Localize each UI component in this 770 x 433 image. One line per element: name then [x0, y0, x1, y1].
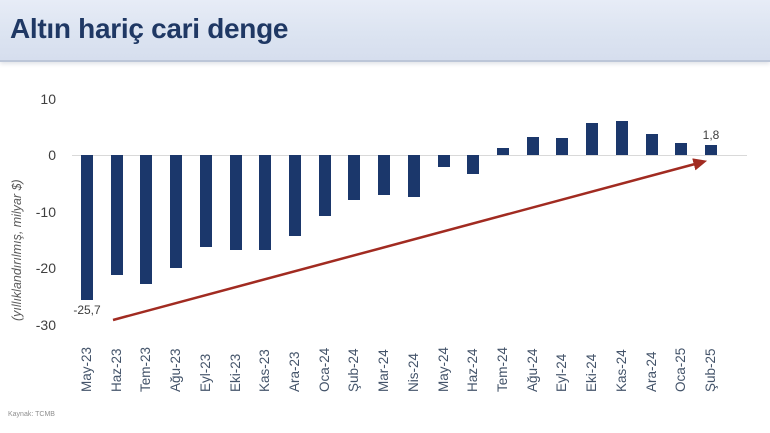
data-label-Şub-25: 1,8 [702, 127, 720, 142]
bar-Eyl-24 [556, 138, 569, 155]
bar-Ara-23 [288, 155, 301, 236]
y-tick-label: 10 [40, 90, 56, 107]
source-note: Kaynak: TCMB [8, 411, 55, 418]
bar-Ara-24 [645, 134, 658, 155]
y-axis-title: (yıllıklandırılmış, milyar $) [10, 179, 24, 321]
x-axis-label: Oca-24 [316, 347, 332, 392]
x-axis-label: Ara-23 [286, 351, 302, 392]
x-axis-label: Eki-24 [584, 353, 600, 392]
bar-Mar-24 [378, 155, 391, 195]
x-axis-label: Ağu-23 [168, 348, 184, 392]
x-axis-label: May-23 [79, 346, 94, 392]
y-tick-label: -10 [35, 203, 56, 220]
bar-Kas-23 [259, 155, 272, 250]
x-axis-label: Ağu-24 [524, 348, 540, 392]
bar-Haz-23 [110, 155, 123, 276]
bar-Kas-24 [615, 121, 628, 155]
chart-header: Altın hariç cari denge [0, 0, 770, 62]
x-axis-label: Eyl-23 [197, 353, 213, 392]
bar-Nis-24 [407, 155, 420, 197]
bar-Ağu-24 [526, 137, 539, 155]
x-axis-label: Haz-24 [465, 348, 481, 392]
x-axis-label: Kas-23 [257, 349, 273, 392]
bar-May-23 [81, 155, 93, 301]
bar-Tem-23 [140, 155, 153, 285]
bar-Eyl-23 [199, 155, 212, 247]
x-axis-label: Eki-23 [227, 353, 243, 392]
bar-Şub-25 [704, 144, 717, 155]
x-axis-label: Tem-24 [494, 346, 510, 392]
x-axis-label: May-24 [435, 346, 451, 392]
y-tick-label: -30 [35, 316, 56, 333]
x-axis-label: Şub-25 [702, 348, 718, 392]
x-axis-label: Ara-24 [643, 351, 659, 392]
x-axis-label: Haz-23 [108, 348, 124, 392]
x-axis-label: Mar-24 [376, 349, 392, 392]
bar-Tem-24 [496, 148, 509, 155]
bar-chart: (yıllıklandırılmış, milyar $) 10 0 -10 -20 -… [0, 62, 770, 433]
data-label-May-23: -25,7 [73, 303, 101, 318]
bar-Eki-24 [586, 123, 599, 155]
x-axis-label: Tem-23 [138, 346, 154, 392]
y-tick-label: 0 [48, 147, 56, 163]
x-axis-label: Nis-24 [405, 352, 421, 392]
x-axis-label: Eyl-24 [554, 353, 570, 392]
y-tick-label: -20 [35, 260, 56, 276]
bar-Şub-24 [348, 155, 361, 201]
bar-Haz-24 [467, 155, 480, 175]
bar-Oca-24 [318, 155, 331, 217]
bar-Ağu-23 [170, 155, 183, 268]
bar-May-24 [437, 155, 450, 168]
bar-Oca-25 [675, 143, 688, 155]
bar-Eki-23 [229, 155, 242, 251]
x-axis-label: Şub-24 [346, 348, 362, 392]
page-title: Altın hariç cari denge [10, 13, 289, 44]
x-axis-label: Kas-24 [613, 349, 629, 392]
x-axis-label: Oca-25 [673, 347, 689, 392]
